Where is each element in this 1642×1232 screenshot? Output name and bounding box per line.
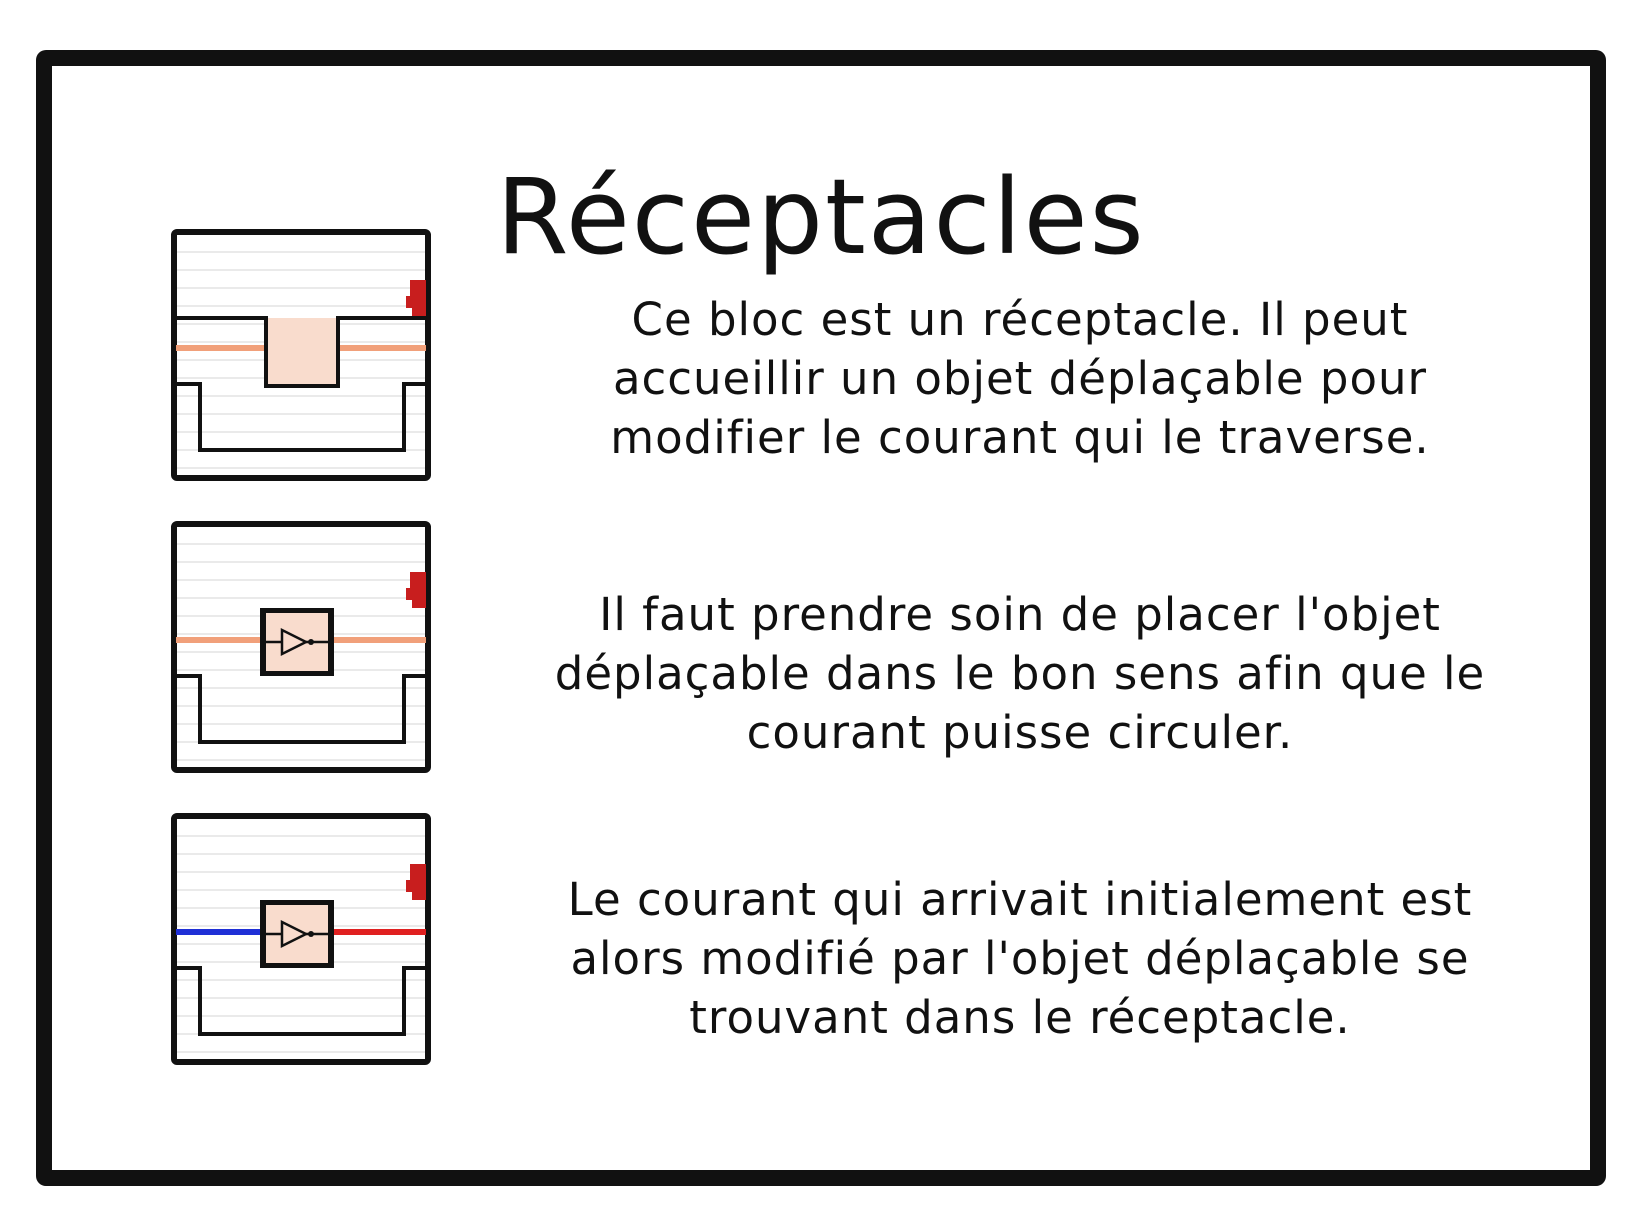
page-title: Réceptacles xyxy=(496,155,1146,278)
step-3-description: Le courant qui arrivait initialement est… xyxy=(455,870,1585,1047)
buffer-gate-icon xyxy=(280,919,309,949)
tile-border xyxy=(171,813,431,1065)
circuit-path xyxy=(176,382,426,452)
step-2-description: Il faut prendre soin de placer l'objet d… xyxy=(455,585,1585,762)
step-3-line-2: alors modifié par l'objet déplaçable se xyxy=(570,932,1470,985)
step-3-line-3: trouvant dans le réceptacle. xyxy=(689,991,1351,1044)
movable-object[interactable] xyxy=(260,608,334,676)
receptacle-with-object-tile xyxy=(170,520,432,774)
step-2-line-3: courant puisse circuler. xyxy=(746,706,1294,759)
receptacle-empty-tile xyxy=(170,228,432,482)
corner-mark xyxy=(406,572,426,608)
step-1-description: Ce bloc est un réceptacle. Il peut accue… xyxy=(455,290,1585,467)
receptacle-outline xyxy=(176,316,426,388)
step-3-line-1: Le courant qui arrivait initialement est xyxy=(567,873,1473,926)
corner-mark xyxy=(406,864,426,900)
tile-border xyxy=(171,229,431,481)
step-1-line-1: Ce bloc est un réceptacle. Il peut xyxy=(631,293,1409,346)
circuit-path xyxy=(176,966,426,1036)
receptacle-modified-current-tile xyxy=(170,812,432,1066)
receptacle-slot xyxy=(266,318,338,386)
step-2-line-2: déplaçable dans le bon sens afin que le xyxy=(554,647,1486,700)
step-1-line-3: modifier le courant qui le traverse. xyxy=(610,411,1430,464)
receptacle-with-object-illustration xyxy=(171,521,431,773)
buffer-gate-icon xyxy=(280,627,309,657)
corner-mark xyxy=(406,280,426,316)
circuit-path xyxy=(176,674,426,744)
tile-border xyxy=(171,521,431,773)
receptacle-empty-illustration xyxy=(171,229,431,481)
step-2-line-1: Il faut prendre soin de placer l'objet xyxy=(599,588,1441,641)
receptacle-modified-current-illustration xyxy=(171,813,431,1065)
movable-object[interactable] xyxy=(260,900,334,968)
step-1-line-2: accueillir un objet déplaçable pour xyxy=(612,352,1428,405)
